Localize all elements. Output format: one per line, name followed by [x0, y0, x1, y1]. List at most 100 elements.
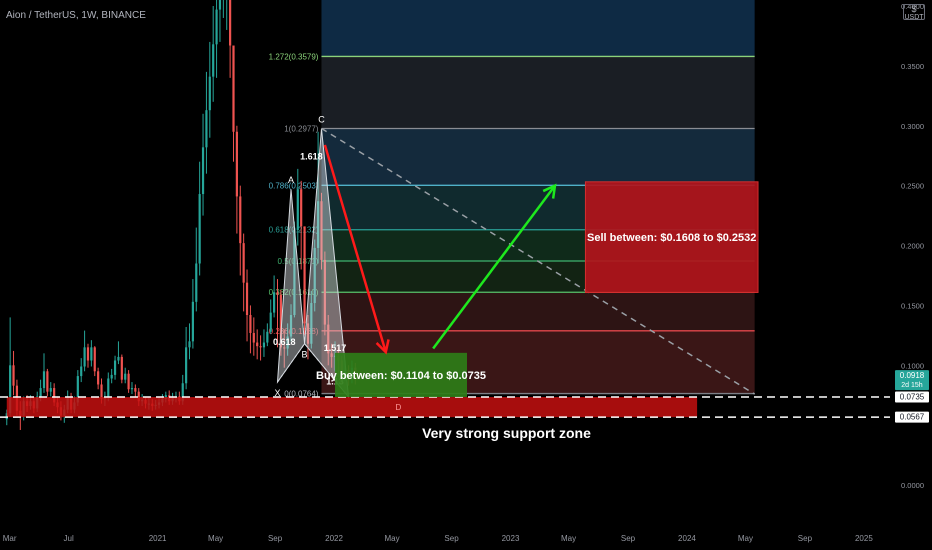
candle-body	[124, 373, 127, 380]
candle-body	[289, 315, 293, 337]
x-tick-5: 2022	[325, 534, 343, 543]
candle-body	[242, 243, 245, 283]
candle-body	[320, 201, 323, 260]
y-tick-0: 0.4000	[901, 2, 924, 11]
x-tick-2: 2021	[149, 534, 167, 543]
ratio-label-2: 1.517	[324, 343, 347, 353]
x-tick-6: May	[385, 534, 400, 543]
buy-zone	[335, 352, 467, 398]
pattern-point-X: X	[274, 388, 280, 398]
candle-body	[327, 324, 330, 354]
x-tick-1: Jul	[64, 534, 74, 543]
pattern-bcd	[304, 128, 350, 399]
candle-body	[218, 0, 222, 10]
candle-body	[306, 323, 310, 344]
candle-body	[42, 371, 46, 389]
candle-body	[303, 226, 306, 324]
candle-body	[12, 365, 15, 386]
x-tick-7: Sep	[444, 534, 459, 543]
candle-body	[239, 196, 242, 244]
time-axis: Mar Jul 2021 May Sep 2022 May Sep 2023 May Sep 2024…	[3, 534, 874, 543]
currency-code: USDT	[904, 14, 924, 21]
price-axis: 0.4000 0.3500 0.3000 0.2500 0.2000 0.1500 0.10…	[895, 2, 929, 490]
candle-body	[208, 76, 211, 111]
candle-body	[100, 384, 103, 399]
x-tick-8: 2023	[502, 534, 520, 543]
candle-body	[259, 346, 262, 348]
candle-body	[130, 388, 134, 390]
candle-body	[181, 383, 184, 402]
candle-body	[191, 301, 194, 342]
price-badge-0	[895, 370, 929, 391]
candle-body	[252, 332, 255, 343]
y-tick-1: 0.3500	[901, 62, 924, 71]
x-tick-10: Sep	[621, 534, 636, 543]
candle-body	[86, 347, 90, 361]
candle-body	[9, 365, 12, 414]
candle-body	[293, 229, 296, 316]
x-tick-3: May	[208, 534, 223, 543]
pattern-point-B: B	[302, 350, 308, 360]
candles	[5, 0, 357, 430]
fib-band-6	[321, 56, 755, 129]
candle-body	[205, 110, 208, 148]
arrow-up-shaft	[432, 184, 556, 350]
candle-body	[296, 189, 299, 230]
y-tick-6: 0.1000	[901, 361, 924, 370]
x-tick-12: May	[738, 534, 753, 543]
candle-body	[93, 347, 96, 372]
fib-label-0: 0(0.0764)	[284, 390, 319, 399]
candle-body	[83, 347, 86, 367]
y-tick-2: 0.3000	[901, 122, 924, 131]
candle-body	[323, 259, 326, 325]
support-zone-label: D	[395, 403, 401, 412]
fib-band-5	[321, 128, 755, 186]
candle-body	[313, 247, 316, 304]
price-badge-1	[895, 391, 929, 403]
price-badge-label-1: 0.0735	[900, 393, 925, 402]
buy-zone-label: Buy between: $0.1104 to $0.0735	[316, 370, 486, 382]
fib-label-6: 1(0.2977)	[284, 125, 319, 134]
currency-badge[interactable]: $ USDT	[903, 4, 925, 21]
x-tick-14: 2025	[855, 534, 873, 543]
pattern-point-A: A	[288, 175, 294, 185]
candle-body	[212, 44, 215, 77]
x-tick-11: 2024	[678, 534, 696, 543]
candle-body	[300, 189, 303, 227]
candle-body	[276, 292, 279, 295]
candle-body	[120, 356, 123, 380]
candle-body	[49, 388, 52, 392]
candle-body	[46, 371, 49, 392]
x-tick-13: Sep	[798, 534, 813, 543]
candle-body	[110, 374, 113, 379]
trade-zones: D Very strong support zone Sell between: $…	[0, 127, 890, 441]
dollar-icon: $	[911, 4, 917, 14]
sell-zone-label: Sell between: $0.1608 to $0.2532	[587, 232, 756, 244]
candle-body	[286, 336, 289, 349]
pattern-point-C: C	[318, 115, 325, 125]
candle-body	[310, 303, 313, 344]
chart-title: Aion / TetherUS, 1W, BINANCE	[6, 10, 146, 21]
candle-body	[90, 347, 93, 361]
candle-body	[262, 342, 266, 348]
candle-body	[164, 395, 167, 399]
candle-body	[273, 292, 276, 313]
candle-body	[117, 356, 120, 361]
x-tick-4: Sep	[268, 534, 283, 543]
arrow-up-head	[542, 183, 557, 199]
y-tick-7: 0.0000	[901, 481, 924, 490]
pattern-xbd	[277, 342, 349, 398]
candle-body	[201, 147, 205, 195]
price-badge-label-0: 0.0918	[900, 371, 925, 380]
candle-body	[127, 373, 130, 390]
candle-body	[137, 391, 140, 402]
candle-body	[80, 366, 83, 377]
candle-body	[333, 355, 337, 357]
candle-body	[53, 388, 56, 403]
pattern-xab	[276, 189, 306, 384]
candle-body	[188, 341, 191, 348]
candle-body	[229, 0, 232, 46]
